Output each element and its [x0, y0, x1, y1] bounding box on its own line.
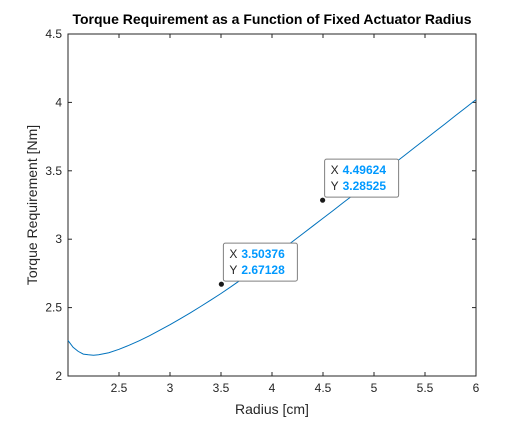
datatip-key: X: [331, 163, 339, 177]
x-tick-label: 6: [473, 381, 480, 395]
datatips: X 3.50376 Y 2.67128 X 4.49624 Y 3.28525: [218, 158, 400, 287]
y-axis-label: Torque Requirement [Nm]: [24, 125, 40, 285]
datatip[interactable]: X 3.50376 Y 2.67128: [218, 242, 298, 287]
datatip-box: [324, 158, 400, 198]
y-tick-label: 2: [55, 369, 62, 383]
datatip-key: Y: [331, 179, 339, 193]
datatip-value: 3.28525: [343, 179, 387, 193]
x-tick-label: 2.5: [111, 381, 128, 395]
datatip-value: 4.49624: [343, 163, 387, 177]
y-tick-label: 3: [55, 232, 62, 246]
datatip-key: X: [229, 247, 237, 261]
y-tick-label: 2.5: [45, 301, 62, 315]
x-axis: 2.5 3 3.5 4 4.5 5 5.5 6: [111, 34, 480, 395]
y-tick-label: 4: [55, 95, 62, 109]
datatip-key: Y: [229, 263, 237, 277]
datatip-box: [222, 242, 298, 282]
datatip-value: 3.50376: [241, 247, 285, 261]
datatip[interactable]: X 4.49624 Y 3.28525: [320, 158, 400, 203]
y-tick-label: 4.5: [45, 27, 62, 41]
chart-title: Torque Requirement as a Function of Fixe…: [72, 11, 471, 27]
y-axis: 2 2.5 3 3.5 4 4.5: [45, 27, 476, 383]
plot-area[interactable]: [67, 33, 477, 377]
x-tick-label: 4: [269, 381, 276, 395]
x-axis-label: Radius [cm]: [235, 401, 309, 417]
datatip-marker[interactable]: [320, 197, 326, 203]
x-tick-label: 5: [371, 381, 378, 395]
x-tick-label: 3.5: [213, 381, 230, 395]
x-tick-label: 3: [167, 381, 174, 395]
x-tick-label: 5.5: [417, 381, 434, 395]
datatip-value: 2.67128: [241, 263, 285, 277]
y-tick-label: 3.5: [45, 164, 62, 178]
datatip-marker[interactable]: [218, 281, 224, 287]
x-tick-label: 4.5: [315, 381, 332, 395]
